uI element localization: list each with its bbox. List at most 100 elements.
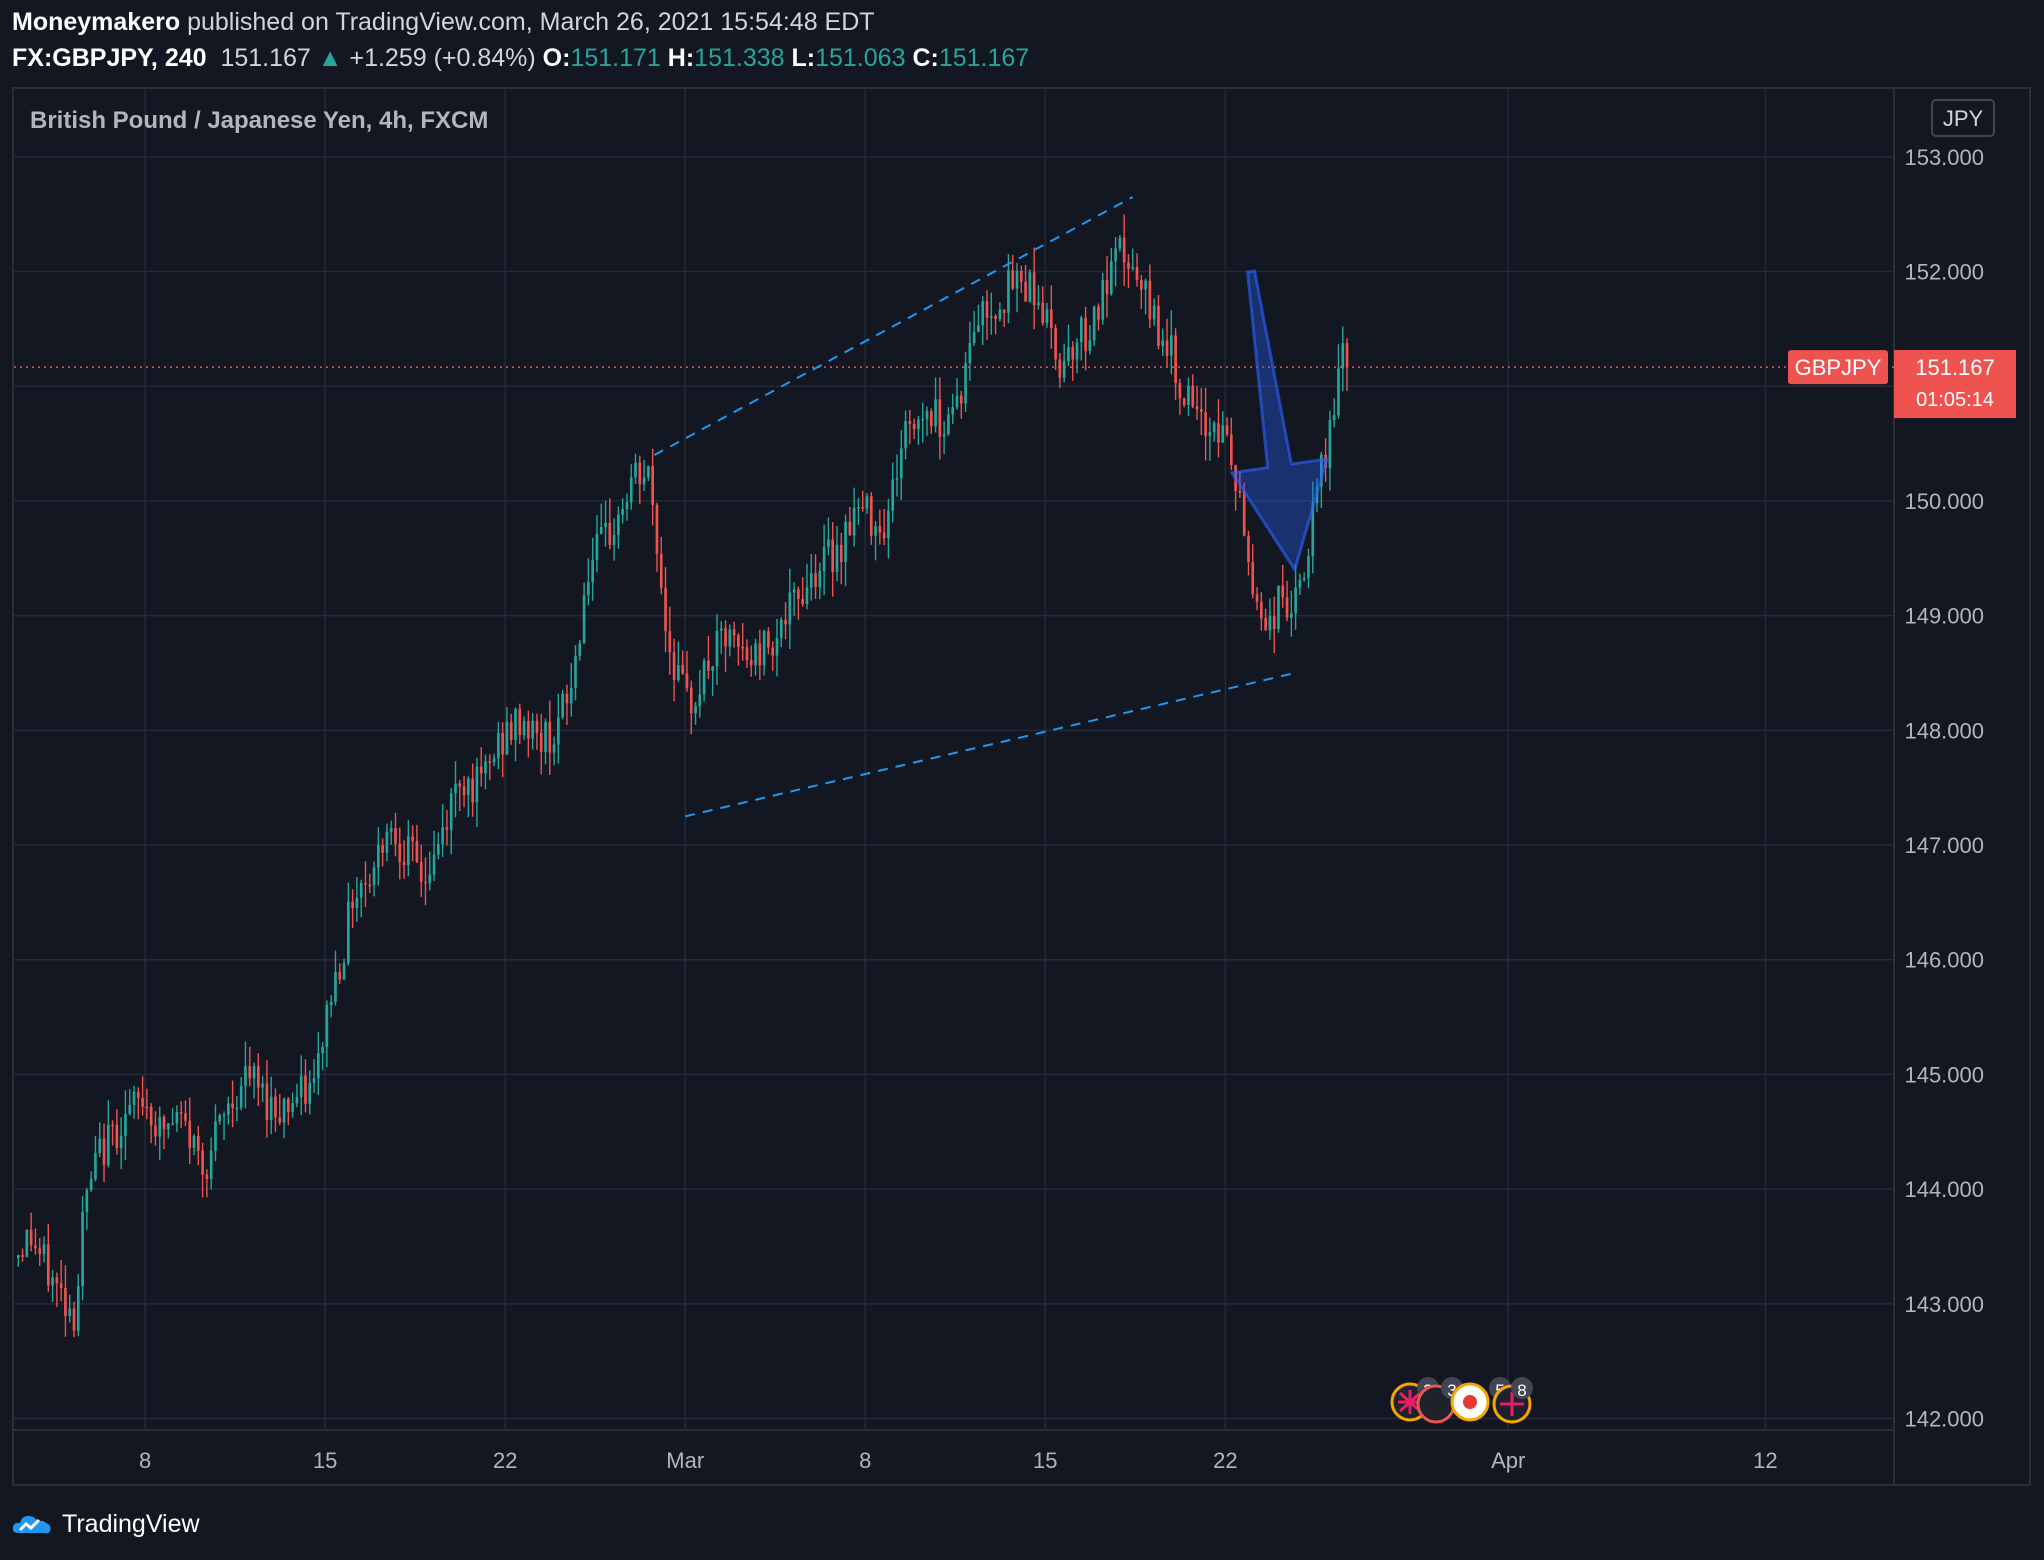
candle xyxy=(852,487,856,547)
candle xyxy=(1105,256,1109,318)
arrow-annotation[interactable] xyxy=(1229,269,1330,574)
candle-body xyxy=(642,477,646,485)
candle-body xyxy=(1118,237,1122,249)
candle-body xyxy=(1290,613,1293,618)
last-price: 151.167 xyxy=(220,44,311,72)
candle-body xyxy=(1144,280,1147,290)
candle xyxy=(977,304,980,333)
candle-body xyxy=(784,619,787,625)
candle xyxy=(595,515,599,573)
candle xyxy=(998,302,1002,322)
price-tick-label: 152.000 xyxy=(1904,260,1984,285)
candle-body xyxy=(1157,305,1160,347)
candle xyxy=(1221,411,1225,443)
candle-body xyxy=(1298,580,1302,588)
time-tick-label: 8 xyxy=(859,1448,871,1473)
candle xyxy=(1229,417,1233,471)
candle xyxy=(857,498,860,525)
candle-body xyxy=(141,1097,144,1107)
candle xyxy=(1290,590,1293,637)
candle-body xyxy=(565,693,569,704)
candle xyxy=(659,537,663,595)
candle xyxy=(779,617,783,648)
candle xyxy=(1032,247,1036,330)
candle-body xyxy=(1002,309,1006,313)
candle xyxy=(342,958,346,981)
candle xyxy=(34,1228,37,1255)
candle-body xyxy=(1255,594,1259,602)
candle xyxy=(145,1088,149,1120)
candle-body xyxy=(728,629,732,647)
change-value: +1.259 (+0.84%) xyxy=(349,44,536,72)
candle xyxy=(955,378,959,410)
price-tick-label: 145.000 xyxy=(1904,1062,1984,1087)
candle xyxy=(985,290,989,340)
candle xyxy=(1195,386,1199,420)
candle xyxy=(951,393,955,425)
candle-body xyxy=(166,1123,170,1130)
candle-body xyxy=(81,1211,84,1287)
candle-body xyxy=(325,1005,329,1047)
candle-body xyxy=(1337,368,1340,416)
currency-button[interactable]: JPY xyxy=(1931,99,1995,137)
candle xyxy=(818,562,822,600)
candle xyxy=(874,521,877,561)
candle-body xyxy=(929,410,933,427)
candle xyxy=(299,1055,303,1116)
candle xyxy=(1345,338,1349,392)
close-value: 151.167 xyxy=(938,44,1030,72)
candle xyxy=(124,1090,127,1161)
candle-body xyxy=(994,315,997,319)
candle xyxy=(372,861,376,897)
candle xyxy=(591,537,594,601)
candle xyxy=(432,830,436,881)
candle xyxy=(925,406,929,436)
candle-body xyxy=(1131,267,1135,269)
candle xyxy=(128,1089,132,1116)
time-tick-label: 15 xyxy=(313,1448,337,1473)
candle-body xyxy=(158,1116,162,1137)
candle-body xyxy=(231,1103,234,1108)
candle xyxy=(1019,265,1023,293)
candle xyxy=(449,788,453,855)
candle-body xyxy=(1251,562,1255,595)
candle-body xyxy=(76,1286,80,1331)
candle-body xyxy=(544,721,547,753)
candle xyxy=(694,701,697,725)
author-name[interactable]: Moneymakero xyxy=(12,8,181,36)
candle-body xyxy=(801,598,805,605)
candle xyxy=(1067,324,1070,367)
candle xyxy=(385,823,389,862)
price-axis[interactable]: 142.000 143.000 144.000 145.000 146.000 147.0… xyxy=(1904,145,1984,1432)
candle-body xyxy=(921,419,925,421)
close-label: C: xyxy=(912,44,939,72)
tradingview-logo[interactable]: TradingView xyxy=(12,1506,200,1542)
candle-body xyxy=(861,507,865,509)
candle-body xyxy=(274,1096,277,1118)
candle-body xyxy=(1187,385,1190,406)
candle-body xyxy=(475,766,479,803)
price-tick-label: 150.000 xyxy=(1904,489,1984,514)
candle xyxy=(368,873,372,893)
candle xyxy=(831,522,835,597)
candle-body xyxy=(175,1112,179,1124)
candle xyxy=(205,1169,209,1198)
candle xyxy=(959,390,963,419)
time-axis[interactable]: 8 15 22 Mar 8 15 22 Apr 12 xyxy=(139,1448,1778,1473)
candle xyxy=(1191,374,1195,409)
candle-body xyxy=(1062,361,1066,378)
candle xyxy=(899,430,903,500)
candle-body xyxy=(685,673,689,688)
symbol-info: FX:GBPJPY, 240 151.167 ▲ +1.259 (+0.84%)… xyxy=(12,44,1029,73)
candle xyxy=(321,1042,324,1071)
candle xyxy=(758,629,762,681)
trendline-dashed xyxy=(653,196,1134,456)
trendlines[interactable] xyxy=(653,196,1295,818)
candle-body xyxy=(359,883,363,898)
candle xyxy=(454,761,457,818)
economic-events[interactable]: 3 3 5 8 xyxy=(1390,1377,1533,1424)
candle-body xyxy=(25,1229,29,1257)
candle xyxy=(1247,530,1250,576)
candle-body xyxy=(874,526,877,536)
